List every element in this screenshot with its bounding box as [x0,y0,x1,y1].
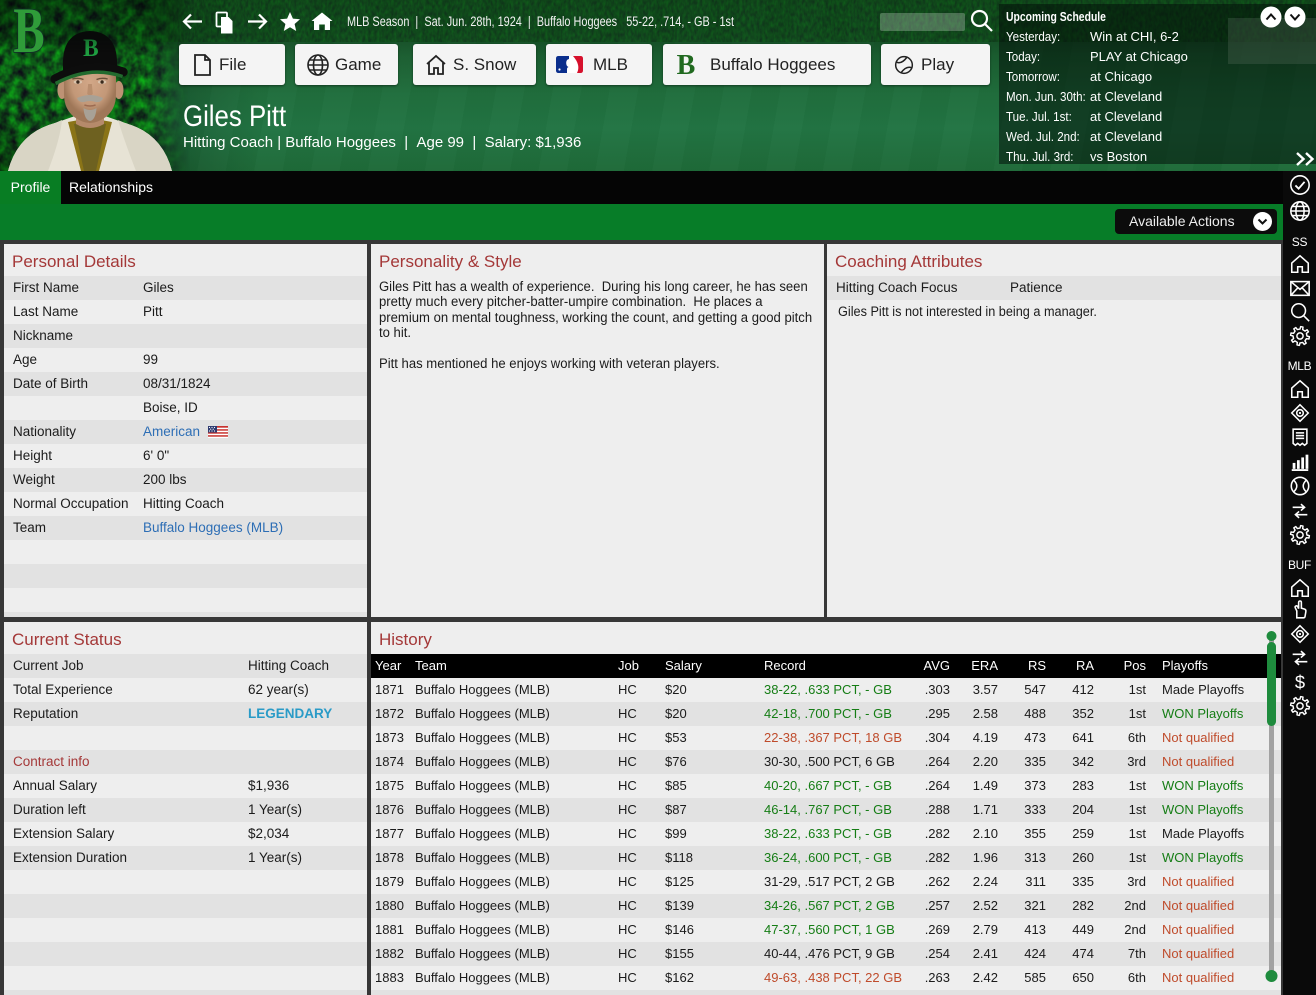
svg-text:B: B [13,0,44,67]
svg-text:$: $ [1294,671,1304,692]
svg-text:B: B [677,51,695,78]
